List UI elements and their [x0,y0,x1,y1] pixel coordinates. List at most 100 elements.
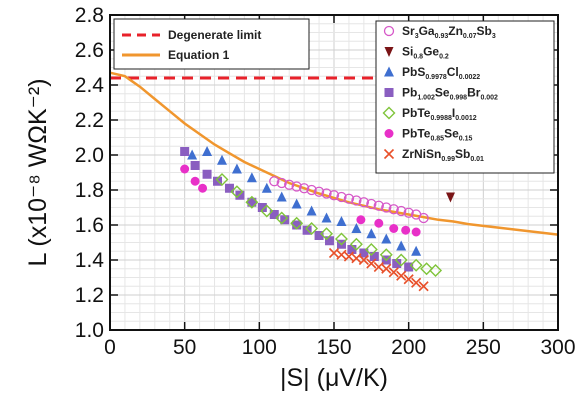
legend-series-label: Sr3Ga0.93Zn0.07Sb3 [402,24,496,40]
y-tick-label: 1.4 [75,249,105,272]
data-point [269,210,279,219]
data-point [418,212,429,224]
data-point [389,224,399,233]
data-point [358,254,369,266]
data-point [349,237,363,251]
data-point [336,249,347,260]
data-point [373,200,384,211]
data-point [328,190,340,201]
data-point [291,198,302,209]
data-point [373,261,384,273]
data-point [313,186,325,197]
series-4 [215,173,443,277]
data-point [320,227,334,241]
x-tick-label: 200 [391,336,426,359]
data-point [198,183,208,193]
data-point [379,248,393,262]
legend-right: Sr3Ga0.93Zn0.07Sb3 Si0.8Ge0.2 PbS0.9978Cl0… [375,20,555,174]
legend-marker [384,129,394,138]
data-point [366,198,377,210]
data-point [394,253,408,267]
legend-left: Degenerate limit Equation 1 [113,18,310,70]
data-point [404,262,414,272]
legend-marker [382,106,396,120]
data-point [314,231,324,240]
data-point [276,191,287,202]
data-point [247,197,257,207]
data-point [298,183,310,194]
data-point [202,169,212,179]
legend-left-label: Equation 1 [168,48,230,62]
data-point [396,270,407,281]
data-point [325,236,335,246]
data-point [356,215,366,225]
data-point [366,228,377,239]
y-tick-label: 2.6 [75,39,104,62]
data-point [351,195,362,206]
data-point [284,179,295,190]
data-point [374,218,384,228]
data-point [260,204,274,218]
legend-series-label: PbTe0.85Se0.15 [402,127,472,143]
x-tick-label: 150 [316,336,351,359]
legend-left-label: Degenerate limit [168,28,261,42]
data-point [351,223,362,233]
x-tick-label: 100 [242,336,277,359]
data-point [230,185,244,199]
data-point [403,274,414,285]
legend-series-label: PbTe0.9988I0.0012 [402,106,477,122]
data-point [224,183,234,193]
series-2 [187,146,422,256]
data-point [187,149,198,160]
data-point [292,220,302,230]
data-point [305,222,319,235]
legend-marker [383,25,395,37]
series-5 [180,164,421,237]
y-tick-label: 2.8 [75,4,104,27]
legend-marker [384,88,394,97]
data-point [411,245,422,256]
legend-series-label: PbS0.9978Cl0.0022 [402,65,480,81]
x-axis-label: |S| (μV/K) [280,364,388,392]
data-point [336,191,347,203]
data-point [343,251,354,262]
y-tick-label: 1.0 [75,319,104,342]
data-point [334,232,348,246]
y-axis-label: L (x10⁻⁸ WΩK⁻²) [24,78,52,266]
data-point [358,197,370,208]
legend-marker [384,47,394,57]
data-point [396,240,407,251]
data-point [359,248,369,258]
y-tick-label: 2.2 [75,109,104,132]
data-point [261,182,272,193]
data-point [180,147,190,156]
legend-series-label: Si0.8Ge0.2 [402,45,449,61]
data-point [202,146,213,156]
data-point [409,258,423,272]
data-point [396,205,407,217]
x-tick-label: 0 [104,336,116,359]
y-tick-label: 2.4 [75,74,105,97]
data-point [306,184,317,196]
data-point [388,204,399,215]
data-point [418,281,429,292]
data-point [381,202,392,213]
data-point [420,262,434,276]
y-tick-label: 1.6 [75,214,104,237]
data-point [269,176,280,187]
y-tick-label: 1.2 [75,284,104,307]
data-point [321,212,332,223]
legend-left-box [113,18,310,70]
legend-series-label: ZrNiSn0.99Sb0.01 [402,147,484,163]
data-point [411,227,421,237]
data-point [257,203,267,212]
data-point [246,172,257,183]
data-point [180,164,190,174]
data-point [275,211,289,225]
curves [109,71,559,236]
data-point [381,233,392,244]
data-point [231,163,242,174]
data-point [429,264,443,277]
data-point [366,258,377,269]
